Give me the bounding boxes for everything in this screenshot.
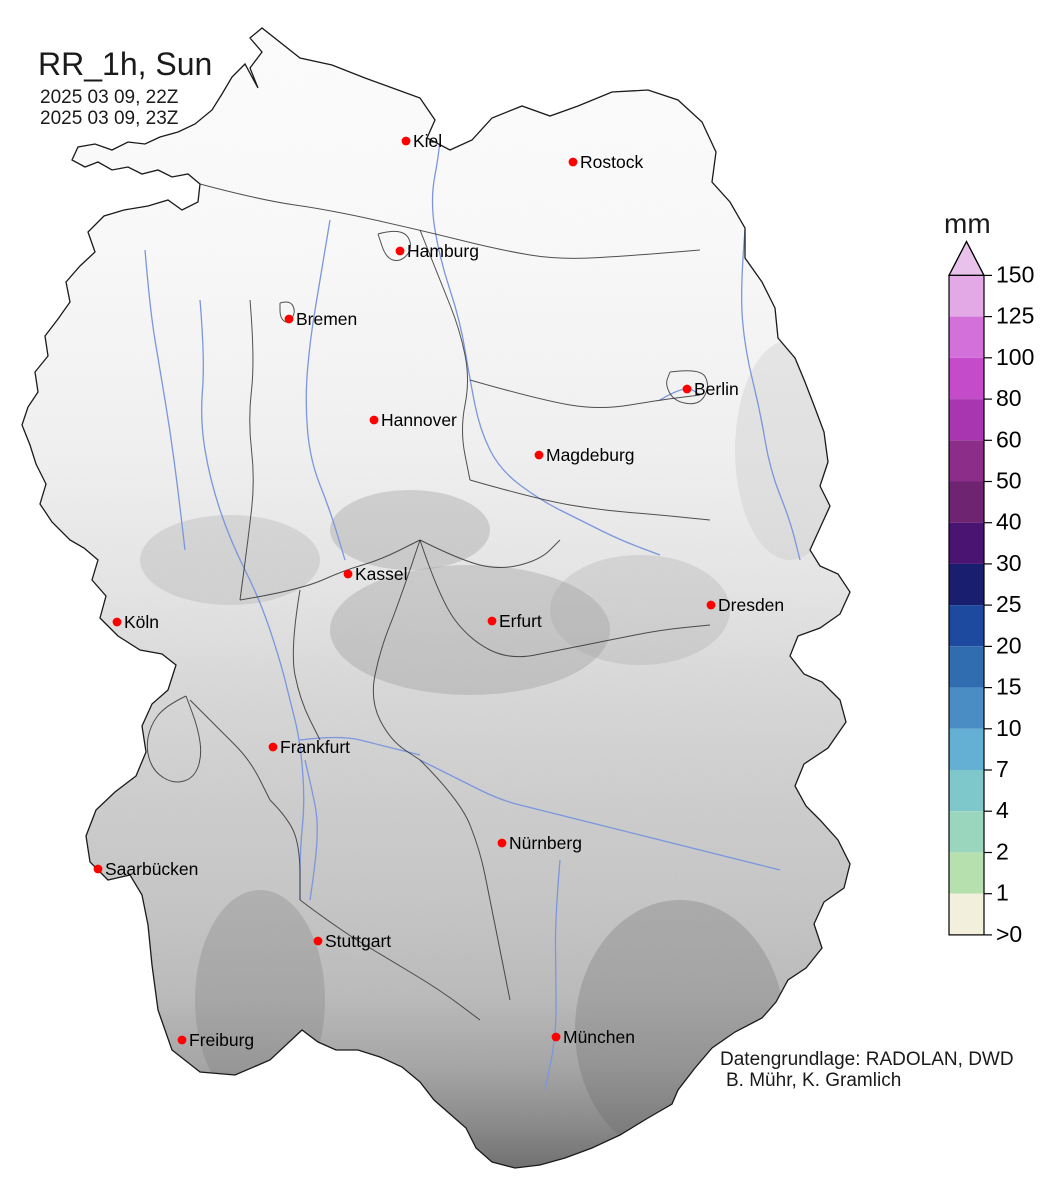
svg-text:2025 03 09, 22Z: 2025 03 09, 22Z: [40, 87, 179, 108]
svg-text:30: 30: [996, 550, 1022, 576]
svg-text:40: 40: [996, 509, 1022, 535]
svg-text:Bremen: Bremen: [296, 309, 357, 329]
svg-text:1: 1: [996, 880, 1009, 906]
svg-text:Hamburg: Hamburg: [407, 241, 479, 261]
svg-text:7: 7: [996, 756, 1009, 782]
svg-text:Kiel: Kiel: [413, 131, 442, 151]
svg-text:Hannover: Hannover: [381, 410, 457, 430]
svg-text:Rostock: Rostock: [580, 152, 643, 172]
svg-text:mm: mm: [944, 208, 991, 239]
svg-text:München: München: [563, 1027, 635, 1047]
svg-text:B. Mühr, K. Gramlich: B. Mühr, K. Gramlich: [726, 1070, 901, 1091]
svg-text:Köln: Köln: [124, 612, 159, 632]
svg-text:Nürnberg: Nürnberg: [509, 833, 582, 853]
svg-text:125: 125: [996, 303, 1034, 329]
svg-text:20: 20: [996, 632, 1022, 658]
svg-text:RR_1h, Sun: RR_1h, Sun: [38, 46, 212, 82]
svg-text:60: 60: [996, 426, 1022, 452]
svg-text:2025 03 09, 23Z: 2025 03 09, 23Z: [40, 108, 179, 129]
svg-text:Datengrundlage: RADOLAN, DWD: Datengrundlage: RADOLAN, DWD: [720, 1049, 1014, 1070]
svg-text:4: 4: [996, 797, 1009, 823]
svg-text:Magdeburg: Magdeburg: [546, 445, 635, 465]
svg-text:Berlin: Berlin: [694, 379, 739, 399]
svg-text:50: 50: [996, 468, 1022, 494]
svg-text:150: 150: [996, 261, 1034, 287]
svg-text:Frankfurt: Frankfurt: [280, 737, 350, 757]
svg-text:>0: >0: [996, 921, 1022, 947]
svg-text:80: 80: [996, 385, 1022, 411]
svg-text:100: 100: [996, 344, 1034, 370]
svg-text:10: 10: [996, 715, 1022, 741]
svg-text:15: 15: [996, 674, 1022, 700]
svg-text:25: 25: [996, 591, 1022, 617]
svg-text:Erfurt: Erfurt: [499, 611, 542, 631]
svg-text:Stuttgart: Stuttgart: [325, 931, 391, 951]
svg-text:2: 2: [996, 839, 1009, 865]
svg-text:Freiburg: Freiburg: [189, 1030, 254, 1050]
svg-text:Saarbücken: Saarbücken: [105, 859, 198, 879]
svg-text:Dresden: Dresden: [718, 595, 784, 615]
svg-text:Kassel: Kassel: [355, 564, 408, 584]
